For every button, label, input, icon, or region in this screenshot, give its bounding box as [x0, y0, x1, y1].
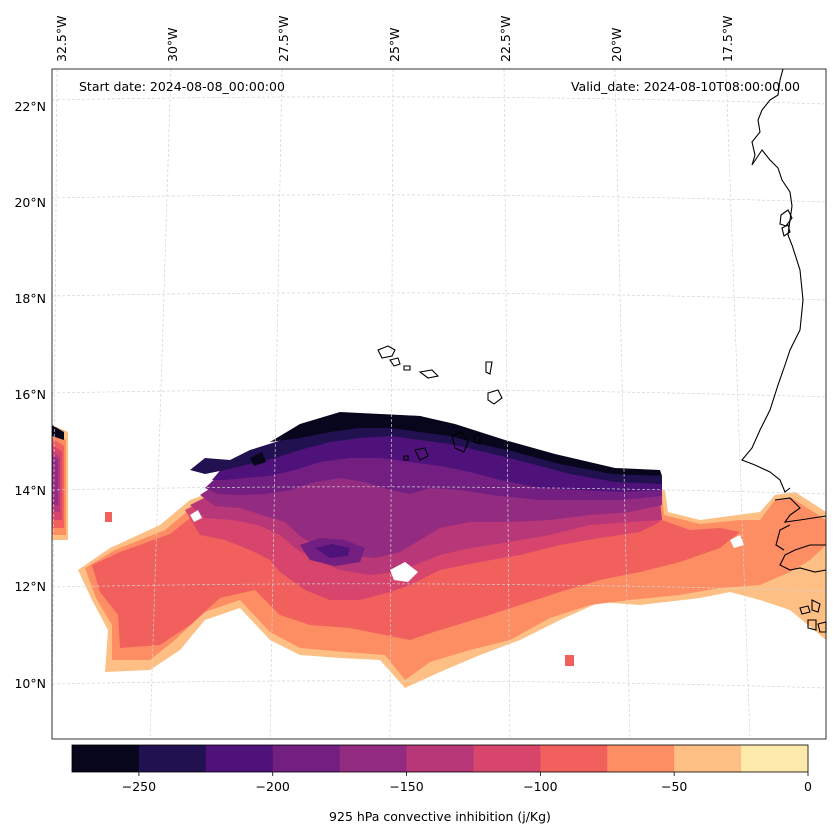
- map-frame: [51, 68, 827, 740]
- colorbar-tick-label: −100: [523, 779, 557, 794]
- coast-senegal-gambia: [774, 497, 827, 573]
- lat-label-12n: 12°N: [14, 579, 46, 594]
- lat-label-22n: 22°N: [14, 99, 46, 114]
- colorbar-segment: [741, 745, 809, 772]
- colorbar-label: 925 hPa convective inhibition (j/Kg): [329, 809, 551, 824]
- island-santo-antao: [377, 345, 396, 359]
- gridline-lon-30w: [149, 68, 172, 740]
- colorbar-frame: [71, 744, 809, 773]
- longitude-labels: 32.5°W 30°W 27.5°W 25°W 22.5°W 20°W 17.5…: [54, 16, 735, 62]
- colorbar-tick-label: −200: [256, 779, 290, 794]
- gridline-lat-14n: [51, 486, 827, 495]
- lon-label-32-5w: 32.5°W: [54, 16, 69, 62]
- colorbar-tick-label: −250: [122, 779, 156, 794]
- lat-label-16n: 16°N: [14, 387, 46, 402]
- colorbar-tick-label: 0: [804, 779, 812, 794]
- colorbar-segment: [473, 745, 541, 772]
- gridline-lon-32-5w: [51, 68, 58, 740]
- lon-label-25w: 25°W: [387, 27, 402, 62]
- gridline-lat-18n: [51, 292, 827, 301]
- colorbar-segment: [205, 745, 274, 772]
- cin-gap-3: [730, 535, 744, 548]
- colorbar-segment: [406, 745, 474, 772]
- lat-label-14n: 14°N: [14, 483, 46, 498]
- colorbar-ticks: −250 −200 −150 −100 −50 0: [122, 772, 812, 794]
- colorbar-segment: [540, 745, 608, 772]
- cin-patch-w: [105, 512, 112, 522]
- valid-date-label: Valid_date: 2024-08-10T08:00:00.00: [571, 79, 800, 94]
- colorbar-segment: [607, 745, 675, 772]
- colorbar-segment: [138, 745, 207, 772]
- colorbar: −250 −200 −150 −100 −50 0 925 hPa convective …: [71, 744, 812, 824]
- island-sao-vicente: [389, 357, 401, 367]
- gridline-lat-12n: [51, 583, 827, 592]
- island-maio: [473, 433, 481, 445]
- island-boa-vista: [487, 389, 503, 405]
- start-date-label: Start date: 2024-08-08_00:00:00: [79, 79, 285, 94]
- cin-gap-1: [390, 562, 418, 582]
- gridline-lon-25w: [389, 68, 394, 740]
- island-santiago: [451, 431, 469, 453]
- colorbar-segments: [72, 745, 809, 772]
- coast-bijagos-islands: [799, 599, 827, 633]
- gridline-lat-10n: [51, 680, 827, 689]
- lon-label-27-5w: 27.5°W: [276, 16, 291, 62]
- coast-mauritania-island: [779, 209, 793, 227]
- latitude-labels: 22°N 20°N 18°N 16°N 14°N 12°N 10°N: [14, 99, 46, 691]
- island-fogo: [414, 447, 429, 461]
- gridline-lat-16n: [51, 389, 827, 398]
- coast-island-small: [781, 224, 791, 237]
- colorbar-tick-label: −50: [661, 779, 687, 794]
- lon-label-17-5w: 17.5°W: [720, 16, 735, 62]
- lon-label-22-5w: 22.5°W: [498, 16, 513, 62]
- island-santa-luzia: [403, 365, 411, 371]
- gridlines: [51, 68, 827, 740]
- gridline-lon-27-5w: [269, 68, 283, 740]
- island-sao-nicolau: [418, 369, 440, 379]
- cin-contours: [52, 412, 826, 688]
- colorbar-segment: [272, 745, 341, 772]
- lon-label-30w: 30°W: [165, 27, 180, 62]
- island-sal: [485, 361, 493, 375]
- colorbar-segment: [674, 745, 742, 772]
- lat-label-20n: 20°N: [14, 195, 46, 210]
- lat-label-18n: 18°N: [14, 291, 46, 306]
- gridline-lon-20w: [614, 68, 631, 740]
- colorbar-segment: [72, 745, 140, 772]
- gridline-lat-22n: [51, 96, 827, 105]
- colorbar-tick-label: −150: [389, 779, 423, 794]
- colorbar-segment: [339, 745, 408, 772]
- lon-label-20w: 20°W: [609, 27, 624, 62]
- gridline-lat-20n: [51, 194, 827, 203]
- cin-patch-sw: [565, 655, 574, 666]
- coastlines: [377, 68, 827, 633]
- gridline-lon-22-5w: [503, 68, 511, 740]
- lat-label-10n: 10°N: [14, 676, 46, 691]
- cin-gap-2: [190, 510, 202, 522]
- island-brava: [403, 455, 409, 461]
- gridline-lon-17-5w: [725, 68, 751, 740]
- cin-band-indigo: [212, 418, 662, 558]
- cin-band-black: [52, 412, 662, 476]
